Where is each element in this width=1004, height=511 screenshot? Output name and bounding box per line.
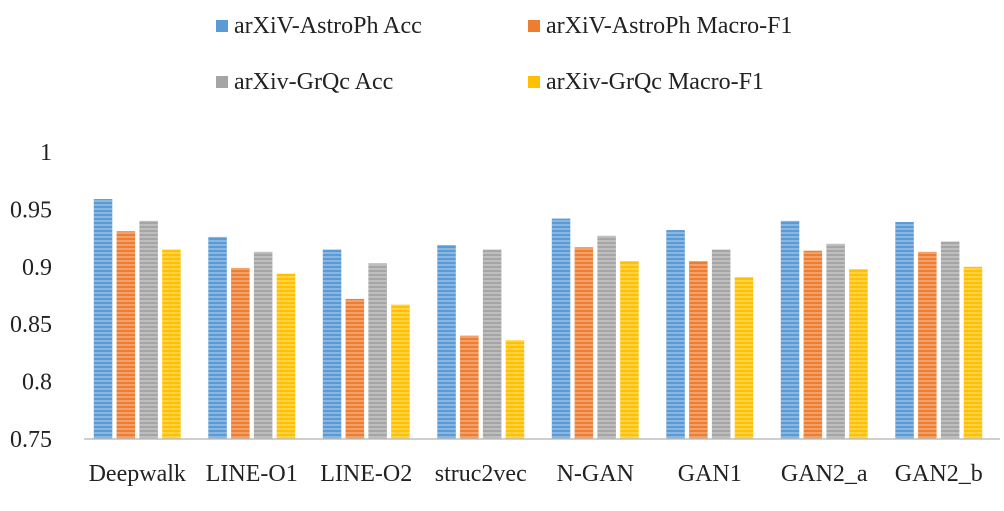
bar-texture: [849, 269, 868, 439]
legend-item-grqc-f1: arXiv-GrQc Macro-F1: [528, 68, 764, 96]
bar-texture: [505, 340, 525, 439]
legend-item-grqc-acc: arXiv-GrQc Acc: [216, 68, 393, 96]
bar-texture: [826, 243, 845, 439]
legend-label-grqc-f1: arXiv-GrQc Macro-F1: [546, 68, 764, 95]
x-category-label: N-GAN: [557, 461, 634, 487]
bar-texture: [711, 249, 731, 439]
bar-texture: [93, 199, 113, 439]
legend-label-astroph-acc: arXiV-AstroPh Acc: [234, 12, 422, 39]
x-category-label: struc2vec: [435, 461, 527, 487]
bar-texture: [253, 251, 273, 439]
legend-swatch-grqc-acc: [216, 76, 228, 88]
bar-texture: [322, 249, 342, 439]
y-tick-label: 0.9: [22, 255, 52, 281]
legend-item-astroph-acc: arXiV-AstroPh Acc: [216, 12, 422, 40]
y-tick-label: 0.8: [22, 370, 52, 396]
bar-texture: [391, 304, 410, 439]
y-tick-label: 0.85: [10, 312, 52, 338]
x-category-label: LINE-O2: [320, 461, 412, 487]
bar-texture: [551, 218, 571, 439]
bar-texture: [482, 249, 502, 439]
y-tick-label: 0.75: [10, 427, 52, 453]
bar-texture: [276, 273, 296, 439]
bar-texture: [666, 230, 685, 439]
bar-texture: [162, 249, 181, 439]
bar-texture: [780, 220, 800, 439]
legend-swatch-grqc-f1: [528, 76, 540, 88]
x-category-label: Deepwalk: [89, 461, 186, 487]
x-category-label: LINE-O1: [206, 461, 298, 487]
y-tick-label: 0.95: [10, 197, 52, 223]
bar-texture: [345, 298, 365, 439]
bar-texture: [460, 335, 479, 439]
legend-label-grqc-acc: arXiv-GrQc Acc: [234, 68, 394, 95]
bar-texture: [368, 263, 387, 439]
bar-texture: [803, 250, 823, 439]
bar-texture: [437, 244, 456, 439]
bar-texture: [620, 261, 639, 439]
bar-texture: [689, 261, 708, 439]
bar-texture: [918, 251, 937, 439]
bar-texture: [574, 247, 594, 439]
bar-texture: [208, 236, 227, 439]
x-category-label: GAN2_b: [895, 461, 983, 487]
bar-texture: [116, 231, 136, 439]
x-category-label: GAN1: [678, 461, 742, 487]
x-category-label: GAN2_a: [781, 461, 868, 487]
legend-label-astroph-f1: arXiV-AstroPh Macro-F1: [546, 12, 793, 39]
bar-texture: [231, 267, 250, 439]
bar-texture: [139, 220, 158, 439]
bar-texture: [940, 241, 960, 439]
legend-swatch-astroph-f1: [528, 20, 540, 32]
bar-texture: [963, 266, 983, 439]
bar-texture: [734, 277, 754, 439]
bar-texture: [895, 222, 914, 439]
bar-texture: [597, 235, 616, 439]
y-tick-label: 1: [40, 140, 52, 166]
legend-item-astroph-f1: arXiV-AstroPh Macro-F1: [528, 12, 792, 40]
legend-swatch-astroph-acc: [216, 20, 228, 32]
